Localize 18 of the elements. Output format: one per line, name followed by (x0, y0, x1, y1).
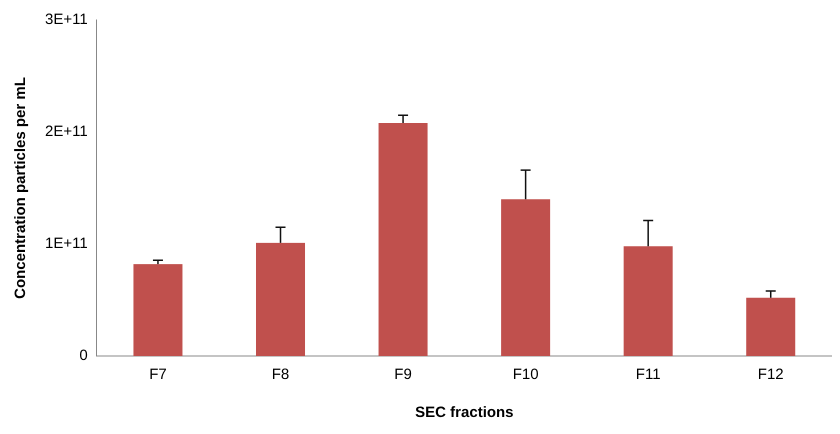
x-tick-label: F12 (758, 366, 784, 384)
y-tick-label: 1E+11 (44, 235, 88, 252)
x-tick-label: F10 (512, 366, 539, 384)
x-axis-title: SEC fractions (415, 404, 514, 422)
bar (746, 298, 796, 356)
x-tick-label: F8 (272, 366, 290, 384)
y-tick-label: 0 (79, 347, 88, 364)
x-tick-label: F11 (636, 366, 661, 384)
bar (501, 199, 550, 356)
bar (133, 264, 182, 356)
y-tick-label: 2E+11 (44, 123, 88, 140)
bar (256, 242, 306, 356)
y-axis-title: Concentration particles per mL (12, 77, 30, 299)
x-tick-label: F7 (149, 366, 167, 384)
bar (624, 246, 673, 356)
bar (378, 123, 428, 356)
y-tick-label: 3E+11 (44, 11, 88, 28)
x-tick-label: F9 (394, 366, 412, 384)
